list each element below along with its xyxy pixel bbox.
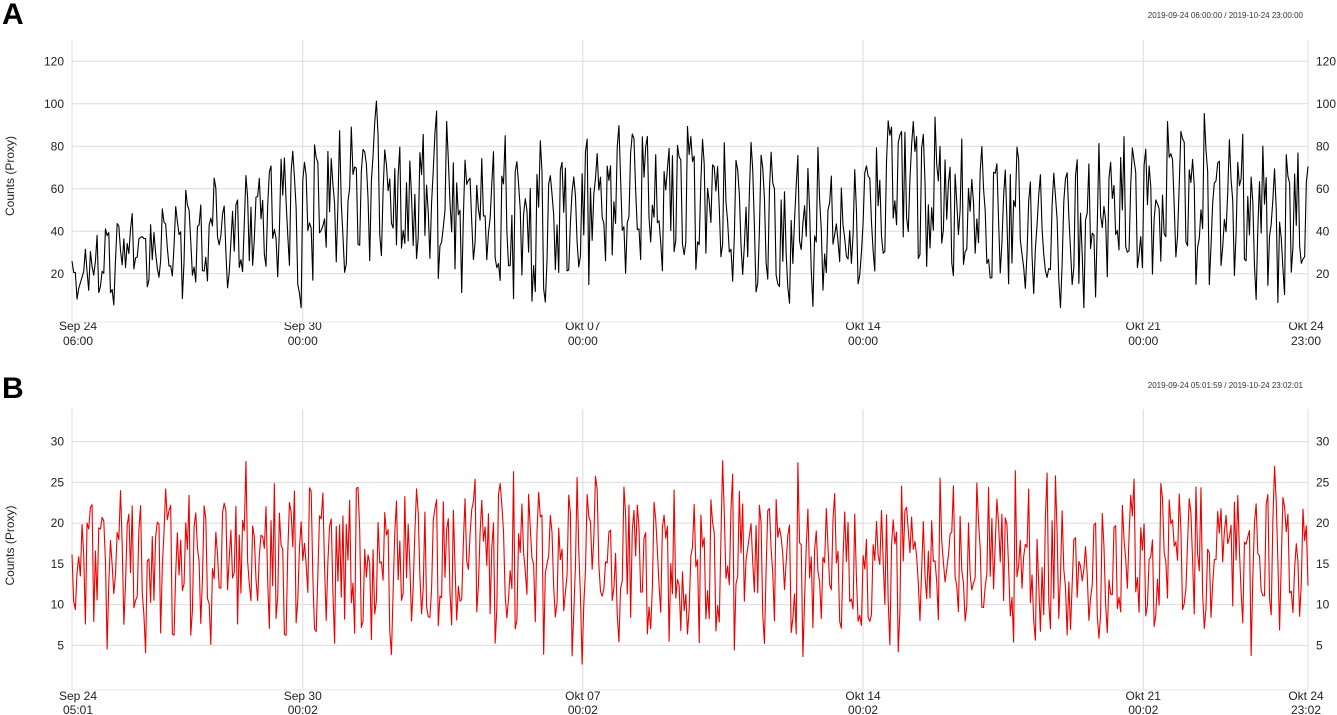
- y-tick-label: 120: [44, 54, 64, 68]
- x-tick-label: Okt 14: [845, 319, 881, 333]
- x-tick-label-time: 23:00: [1291, 334, 1321, 348]
- x-tick-label-time: 00:00: [848, 334, 878, 348]
- y-tick-label: 5: [57, 638, 64, 652]
- x-tick-label: Okt 24: [1288, 689, 1324, 703]
- x-tick-label-time: 00:02: [288, 703, 318, 715]
- x-tick-label-time: 00:02: [848, 703, 878, 715]
- range-label-a: 2019-09-24 06:00:00 / 2019-10-24 23:00:0…: [1148, 11, 1304, 20]
- x-tick-label: Sep 30: [284, 319, 322, 333]
- y-tick-label-right: 25: [1316, 475, 1330, 489]
- panel-letter-b: B: [2, 372, 24, 405]
- range-label-b: 2019-09-24 05:01:59 / 2019-10-24 23:02:0…: [1148, 381, 1304, 390]
- series-line: [71, 460, 1309, 665]
- x-tick-label: Okt 24: [1288, 319, 1324, 333]
- chart-panel-b: 2019-09-24 05:01:59 / 2019-10-24 23:02:0…: [3, 381, 1330, 715]
- x-tick-label: Okt 21: [1126, 689, 1162, 703]
- chart-panel-a: 2019-09-24 06:00:00 / 2019-10-24 23:00:0…: [3, 11, 1336, 348]
- y-tick-label-right: 100: [1316, 97, 1336, 111]
- y-tick-label-right: 20: [1316, 516, 1330, 530]
- y-tick-label-right: 15: [1316, 557, 1330, 571]
- x-tick-label-time: 06:00: [63, 334, 93, 348]
- y-tick-label-right: 20: [1316, 267, 1330, 281]
- y-tick-label-right: 80: [1316, 139, 1330, 153]
- y-tick-label: 100: [44, 97, 64, 111]
- x-tick-label: Okt 21: [1126, 319, 1162, 333]
- x-tick-label-time: 00:00: [1128, 334, 1158, 348]
- x-tick-label-time: 00:02: [1128, 703, 1158, 715]
- y-tick-label: 25: [51, 475, 65, 489]
- y-tick-label: 60: [51, 182, 65, 196]
- y-tick-label: 15: [51, 557, 65, 571]
- x-tick-label: Okt 07: [565, 689, 601, 703]
- y-tick-label-right: 120: [1316, 54, 1336, 68]
- x-tick-label: Sep 24: [59, 689, 97, 703]
- y-tick-label: 30: [51, 435, 65, 449]
- x-tick-label-time: 00:00: [568, 334, 598, 348]
- y-tick-label: 20: [51, 516, 65, 530]
- y-tick-label: 10: [51, 598, 65, 612]
- x-tick-label: Sep 24: [59, 319, 97, 333]
- series-line: [71, 100, 1309, 309]
- x-tick-label-time: 00:02: [568, 703, 598, 715]
- y-tick-label-right: 5: [1316, 638, 1323, 652]
- x-tick-label: Sep 30: [284, 689, 322, 703]
- y-axis-label: Counts (Proxy): [3, 136, 17, 216]
- x-tick-label-time: 23:02: [1291, 703, 1321, 715]
- y-tick-label: 80: [51, 139, 65, 153]
- panel-letter-a: A: [2, 0, 24, 31]
- x-tick-label-time: 00:00: [288, 334, 318, 348]
- y-tick-label-right: 30: [1316, 435, 1330, 449]
- x-tick-label: Okt 07: [565, 319, 601, 333]
- y-axis-label: Counts (Proxy): [3, 505, 17, 585]
- y-tick-label: 20: [51, 267, 65, 281]
- y-tick-label-right: 40: [1316, 224, 1330, 238]
- x-tick-label-time: 05:01: [63, 703, 93, 715]
- y-tick-label-right: 10: [1316, 598, 1330, 612]
- x-tick-label: Okt 14: [845, 689, 881, 703]
- y-tick-label: 40: [51, 224, 65, 238]
- y-tick-label-right: 60: [1316, 182, 1330, 196]
